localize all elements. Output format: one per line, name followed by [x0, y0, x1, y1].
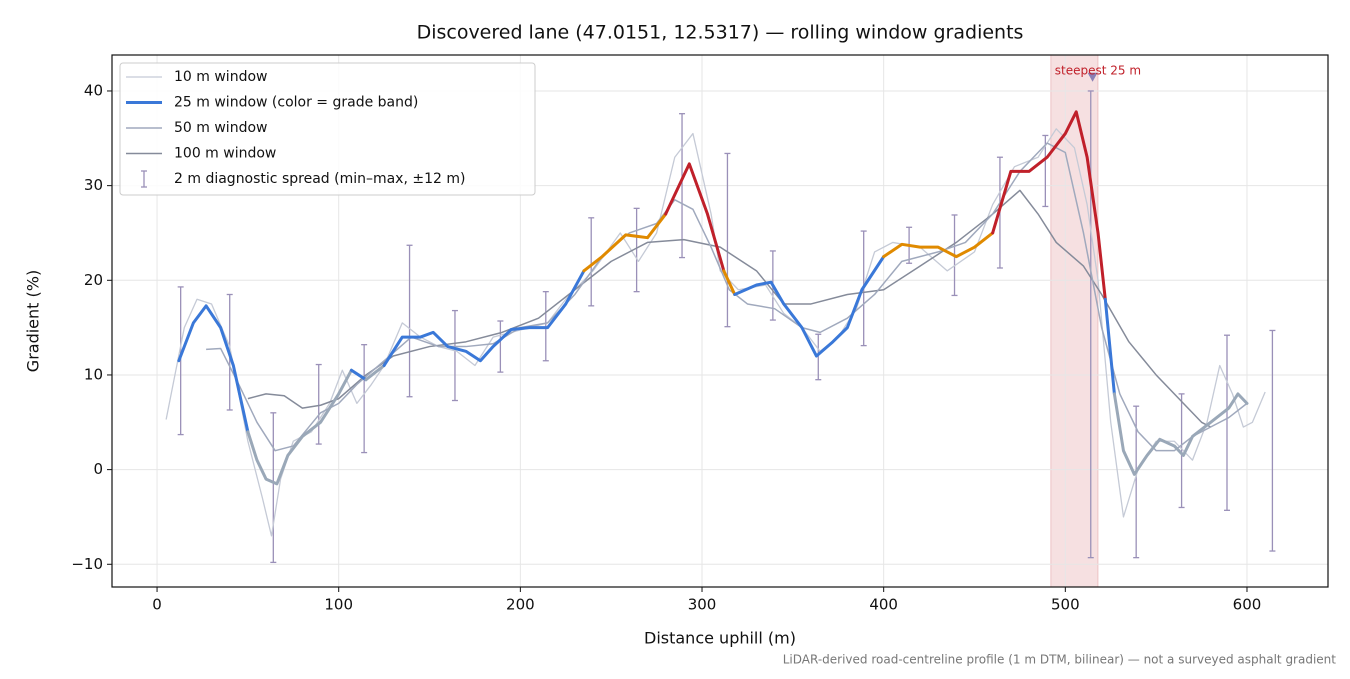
- error-bar: [1223, 334, 1230, 511]
- y-tick-label: 10: [84, 365, 103, 383]
- error-bar: [270, 412, 277, 564]
- error-bar: [1178, 393, 1185, 509]
- x-tick-label: 400: [869, 596, 898, 614]
- series-line-segment: [364, 363, 386, 382]
- error-bar: [315, 363, 322, 445]
- y-tick-label: −10: [71, 555, 103, 573]
- error-bar: [497, 320, 504, 373]
- y-tick-label: 20: [84, 271, 103, 289]
- legend-label: 100 m window: [174, 146, 276, 162]
- series-line-segment: [246, 368, 353, 486]
- error-bar: [588, 217, 595, 307]
- error-bar: [361, 344, 368, 454]
- x-tick-label: 200: [506, 596, 535, 614]
- series-line-segment: [722, 269, 737, 296]
- series-line-segment: [664, 162, 726, 273]
- steepest-marker: [1087, 72, 1098, 82]
- y-axis-label: Gradient (%): [24, 270, 43, 372]
- x-tick-label: 600: [1233, 596, 1262, 614]
- error-bar: [724, 152, 731, 328]
- legend: 10 m window 25 m window (color = grade ba…: [119, 62, 536, 196]
- legend-box: [119, 62, 536, 196]
- series-line-segment: [991, 110, 1107, 301]
- steepest-label: steepest 25 m: [1055, 64, 1141, 78]
- series-line-segment: [582, 212, 668, 273]
- error-bar: [633, 207, 640, 293]
- legend-label: 2 m diagnostic spread (min–max, ±12 m): [174, 171, 465, 187]
- x-tick-label: 0: [152, 596, 162, 614]
- series-line-segment: [382, 269, 586, 367]
- series-line-segment: [1103, 297, 1116, 396]
- error-bar: [1133, 405, 1140, 559]
- error-bar: [406, 244, 413, 398]
- series-line: [206, 142, 1248, 452]
- y-tick-label: 40: [84, 81, 103, 99]
- x-tick-label: 100: [324, 596, 353, 614]
- error-bar: [177, 286, 184, 436]
- error-bar: [1269, 329, 1276, 552]
- series-line-segment: [1112, 392, 1249, 476]
- x-axis-label: Distance uphill (m): [644, 629, 796, 648]
- series-line: [165, 128, 1266, 537]
- error-bar: [1087, 90, 1094, 559]
- legend-label: 25 m window (color = grade band): [174, 95, 418, 111]
- series-line-segment: [882, 231, 995, 259]
- footnote: LiDAR-derived road-centreline profile (1…: [783, 653, 1337, 667]
- series-line-segment: [733, 255, 886, 358]
- y-tick-label: 30: [84, 176, 103, 194]
- series-line: [247, 189, 1211, 428]
- error-bar: [679, 113, 686, 259]
- legend-label: 50 m window: [174, 120, 267, 136]
- legend-label: 10 m window: [174, 69, 267, 85]
- error-bar: [451, 309, 458, 402]
- chart-title: Discovered lane (47.0151, 12.5317) — rol…: [417, 22, 1024, 44]
- error-bar: [815, 333, 822, 381]
- x-tick-label: 300: [688, 596, 717, 614]
- series-line-segment: [177, 304, 250, 434]
- error-bar: [1042, 134, 1049, 208]
- plot-frame: [111, 54, 1329, 588]
- x-tick-label: 500: [1051, 596, 1080, 614]
- y-tick-label: 0: [93, 460, 103, 478]
- series-line-segment: [349, 368, 368, 382]
